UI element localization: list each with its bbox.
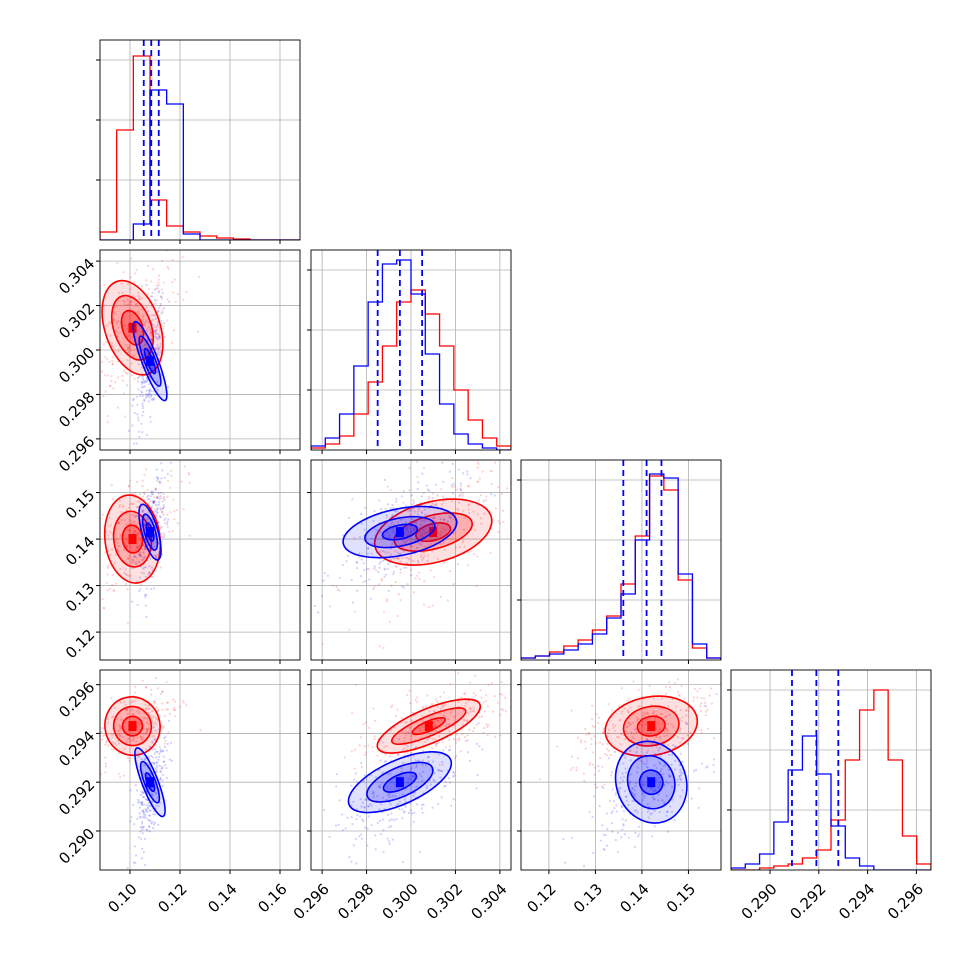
density-peak [128, 721, 137, 732]
contours-blue [132, 320, 168, 402]
density-peak [424, 721, 433, 732]
x-tick-label-1-0: 0.296 [290, 880, 333, 923]
hist-blue [311, 259, 511, 450]
x-tick-label-3-1: 0.292 [786, 880, 829, 923]
x-tick-label-3-3: 0.296 [884, 880, 927, 923]
panel-border [730, 669, 932, 871]
panel-0-0 [96, 39, 301, 244]
x-tick-label-0-1: 0.12 [154, 880, 190, 916]
scatter-red [100, 465, 191, 625]
density-peak [395, 527, 404, 538]
panel-content-3-2 [539, 678, 718, 868]
x-tick-label-2-1: 0.13 [570, 880, 606, 916]
y-tick-label-1-2: 0.300 [55, 344, 98, 387]
panel-border [99, 39, 301, 241]
y-tick-label-2-2: 0.14 [62, 533, 98, 569]
panel-border [520, 669, 722, 871]
panel-content-1-0 [100, 250, 201, 445]
y-tick-label-2-3: 0.15 [62, 486, 98, 522]
x-tick-label-2-2: 0.14 [616, 880, 652, 916]
panel-3-3: 0.290 0.292 0.294 0.296 [727, 669, 932, 923]
x-tick-label-0-3: 0.16 [254, 880, 290, 916]
y-tick-label-2-1: 0.13 [62, 579, 98, 615]
x-tick-label-0-2: 0.14 [204, 880, 240, 916]
contours-red [373, 498, 493, 566]
scatter-blue [126, 690, 173, 870]
panel-content-3-1 [322, 672, 511, 865]
contours-red [104, 696, 161, 757]
density-peak [429, 527, 438, 538]
x-tick-label-3-0: 0.290 [738, 880, 781, 923]
panel-3-2: 0.12 0.13 0.14 0.15 [517, 669, 722, 916]
contours-blue [138, 503, 162, 561]
y-tick-label-1-0: 0.296 [55, 433, 98, 476]
contours-blue [134, 747, 166, 818]
panel-1-1 [307, 249, 512, 454]
contours-blue [614, 740, 688, 824]
x-tick-label-1-2: 0.300 [379, 880, 422, 923]
panel-content-2-1 [313, 460, 511, 649]
panel-content-2-0 [100, 461, 191, 625]
panel-2-0: 0.12 0.13 0.14 0.15 [62, 459, 301, 664]
hist-red [521, 475, 721, 660]
density-peak [146, 777, 154, 788]
x-tick-label-2-0: 0.12 [523, 880, 559, 916]
panel-content-1-1 [311, 250, 511, 450]
x-tick-label-2-3: 0.15 [663, 880, 699, 916]
y-tick-label-1-3: 0.302 [55, 299, 98, 342]
y-tick-label-3-3: 0.296 [55, 678, 98, 721]
contours-blue [347, 751, 453, 814]
density-peak [395, 777, 404, 788]
panel-2-1 [307, 459, 512, 664]
y-tick-label-3-1: 0.292 [55, 776, 98, 819]
panel-3-1: 0.296 0.298 0.300 0.302 0.304 [290, 669, 512, 923]
contours-red [103, 494, 162, 584]
panels-layer: 0.2960.2980.3000.3020.3040.120.130.140.1… [55, 39, 932, 923]
panel-content-3-0 [100, 677, 202, 870]
y-tick-label-2-0: 0.12 [62, 626, 98, 662]
density-peak [647, 777, 656, 788]
x-tick-label-1-3: 0.302 [423, 880, 466, 923]
y-tick-label-1-4: 0.304 [55, 255, 98, 298]
panel-content-0-0 [100, 40, 300, 240]
y-tick-label-1-1: 0.298 [55, 388, 98, 431]
density-peak [647, 721, 656, 732]
x-tick-label-0-0: 0.10 [104, 880, 140, 916]
scatter-red [539, 678, 714, 789]
panel-border [520, 459, 722, 661]
y-tick-label-3-0: 0.290 [55, 825, 98, 868]
density-peak [128, 534, 137, 545]
panel-3-0: 0.10 0.12 0.14 0.16 0.290 0.292 0.294 0.296 [55, 669, 301, 916]
contours-red [376, 698, 482, 754]
density-peak [146, 527, 154, 538]
panel-content-3-3 [731, 670, 931, 870]
panel-border [99, 669, 301, 871]
panel-2-2 [517, 459, 722, 664]
hist-blue [521, 473, 721, 660]
x-tick-label-3-2: 0.294 [835, 880, 878, 923]
panel-border [99, 459, 301, 661]
density-peak [146, 356, 154, 367]
contours-blue [342, 505, 458, 559]
y-tick-label-3-2: 0.294 [55, 727, 98, 770]
contours-red [604, 695, 699, 757]
hist-blue [100, 89, 300, 240]
panel-content-2-2 [521, 460, 721, 660]
x-tick-label-1-1: 0.298 [334, 880, 377, 923]
x-tick-label-1-4: 0.304 [468, 880, 511, 923]
